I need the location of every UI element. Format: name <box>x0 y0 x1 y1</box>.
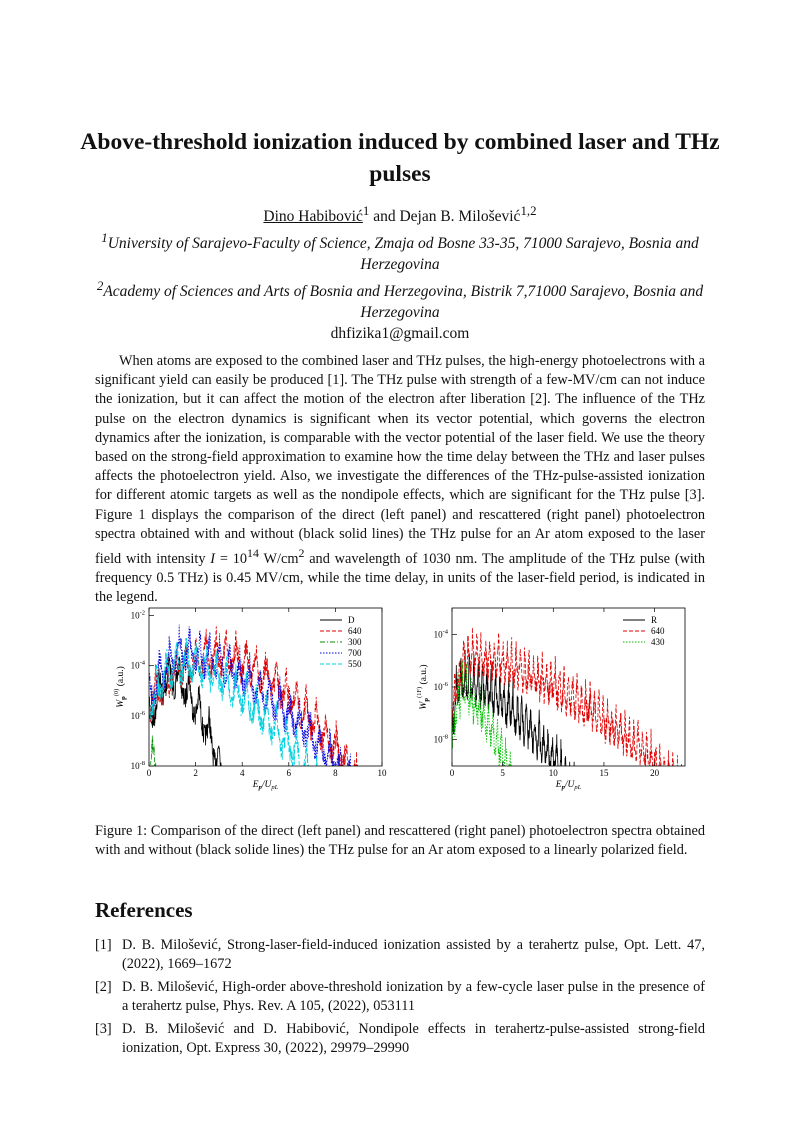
x-axis-label: Ep/UpL <box>555 780 582 791</box>
y-tick-label: 10-8 <box>131 760 145 771</box>
legend-bg <box>620 636 680 647</box>
x-tick-label: 4 <box>240 768 245 778</box>
author-line: Dino Habibović1 and Dejan B. Milošević1,… <box>80 200 720 227</box>
coauthor: and Dejan B. Milošević <box>373 208 521 226</box>
y-tick-label: 10-4 <box>131 660 146 671</box>
legend-bg <box>317 636 377 647</box>
author-block: Dino Habibović1 and Dejan B. Milošević1,… <box>80 200 720 344</box>
legend-label-D: D <box>348 615 355 625</box>
series-line-550 <box>149 638 318 766</box>
series-line-300 <box>150 735 157 766</box>
legend-label-550: 550 <box>348 659 362 669</box>
x-tick-label: 6 <box>287 768 292 778</box>
x-axis-label: Ep/UpL <box>252 780 279 791</box>
legend-bg <box>317 658 377 669</box>
author2-affiliation-mark: 1,2 <box>520 203 537 218</box>
y-tick-label: 10-2 <box>131 610 145 621</box>
affiliation-2: 2Academy of Sciences and Arts of Bosnia … <box>96 278 704 322</box>
figure-1-plots: 0 2 4 6 8 10 10-2 10-4 10-6 10-8 Ep/UpL Wp(0) (a.u.… <box>113 607 686 791</box>
x-tick-label: 20 <box>650 768 660 778</box>
x-tick-label: 5 <box>500 768 505 778</box>
x-tick-label: 8 <box>333 768 338 778</box>
legend-label-430: 430 <box>651 637 665 647</box>
y-tick-label: 10-4 <box>434 628 449 639</box>
figure-caption: Figure 1: Comparison of the direct (left… <box>95 823 705 859</box>
affiliation-1: 1University of Sarajevo-Faculty of Scien… <box>101 230 699 274</box>
legend-label-R: R <box>651 615 657 625</box>
contact-email: dhfizika1@gmail.com <box>330 325 470 343</box>
x-tick-label: 2 <box>193 768 198 778</box>
paper-title: Above-threshold ionization induced by co… <box>80 129 720 187</box>
x-tick-label: 0 <box>147 768 152 778</box>
references-list: [1] D. B. Milošević, Strong-laser-field-i… <box>95 936 705 1062</box>
author1-affiliation-mark: 1 <box>362 203 370 218</box>
references-heading: References <box>95 898 193 922</box>
y-tick-label: 10-8 <box>434 734 448 745</box>
legend-bg <box>620 614 680 625</box>
abstract-text: When atoms are exposed to the combined l… <box>95 353 705 606</box>
presenting-author: Dino Habibović <box>263 208 363 226</box>
plot-frame <box>148 607 383 767</box>
legend-label-300: 300 <box>348 637 362 647</box>
y-tick-label: 10-6 <box>434 681 449 692</box>
series-line-430 <box>452 661 512 766</box>
x-tick-label: 10 <box>378 768 388 778</box>
figure-1: 0 2 4 6 8 10 10-2 10-4 10-6 10-8 Ep/UpL Wp(0) (a.u.… <box>95 600 705 800</box>
series-line-R <box>452 649 575 766</box>
series-line-640 <box>452 627 683 766</box>
legend-bg <box>317 625 377 636</box>
reference-item: [2] D. B. Milošević, High-order above-thr… <box>95 979 705 1014</box>
legend-bg <box>620 625 680 636</box>
legend-bg <box>317 647 377 658</box>
x-tick-label: 15 <box>599 768 609 778</box>
legend-label-640: 640 <box>651 626 665 636</box>
reference-item: [3] D. B. Milošević and D. Habibović, Non… <box>95 1021 705 1056</box>
y-axis-label: Wp(0) (a.u.) <box>113 666 127 708</box>
legend-bg <box>317 614 377 625</box>
reference-item: [1] D. B. Milošević, Strong-laser-field-i… <box>95 937 705 972</box>
legend-label-700: 700 <box>348 648 362 658</box>
x-tick-label: 10 <box>549 768 559 778</box>
y-tick-label: 10-6 <box>131 710 146 721</box>
legend-label-640: 640 <box>348 626 362 636</box>
x-tick-label: 0 <box>450 768 455 778</box>
y-axis-label: Wp(1F) (a.u.) <box>416 664 430 709</box>
